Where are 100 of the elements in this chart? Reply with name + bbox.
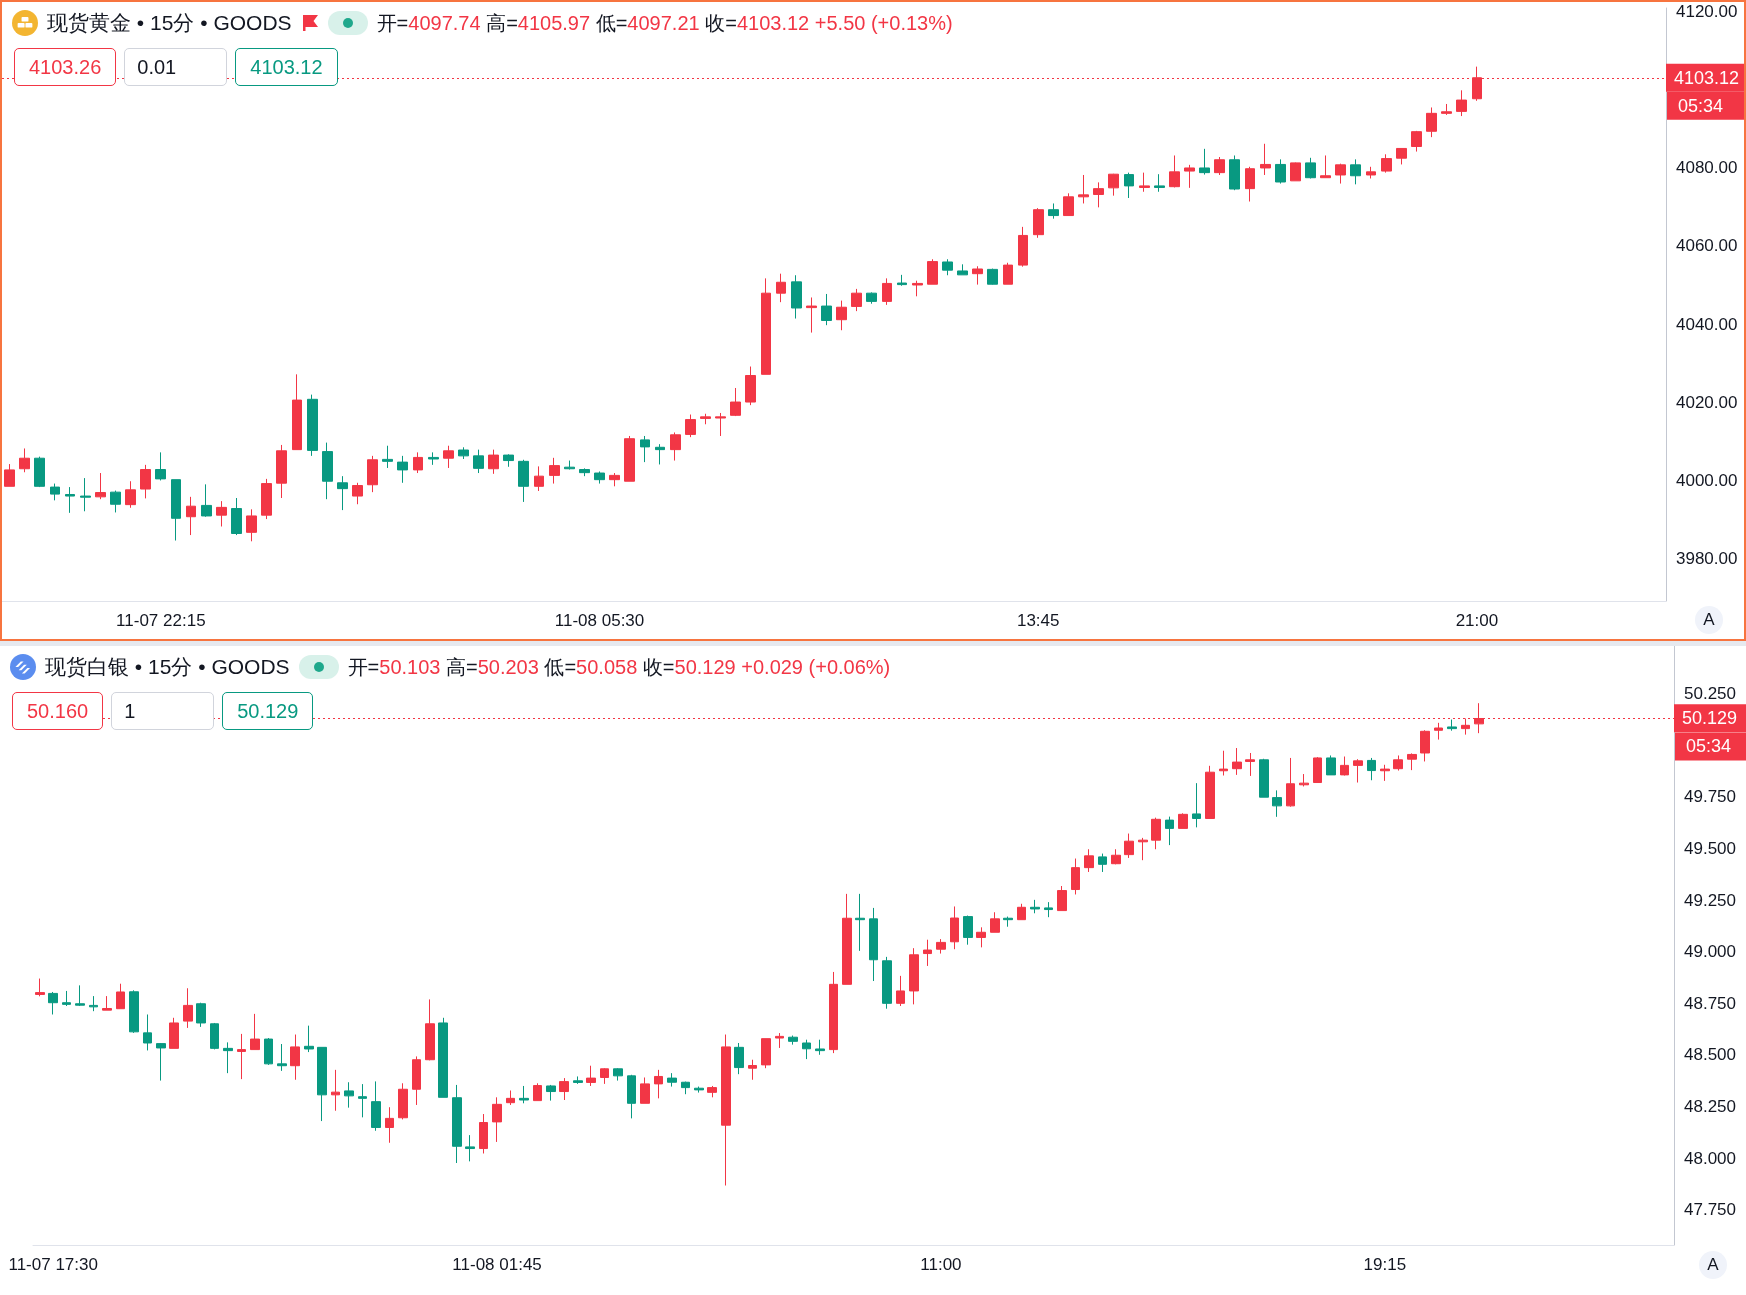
candlestick [210,1022,219,1050]
candlestick [65,486,75,514]
candlestick [627,1074,636,1119]
candlestick [428,451,439,466]
ref-line-label: 4103.12 [1674,67,1740,88]
x-tick-label: 21:00 [1455,611,1499,630]
candlestick [1272,789,1282,818]
price-field: 50.160 [12,692,104,730]
candlestick [322,442,333,500]
candlestick [923,939,932,967]
y-tick-label: 4000.00 [1676,470,1738,490]
annotation: 4103.12 [736,11,810,34]
candlestick [1320,154,1331,179]
candlestick [851,288,862,312]
candlestick [1456,89,1467,117]
candlestick [549,457,560,485]
candlestick [855,893,865,952]
candlestick [397,455,408,484]
candlestick [216,500,227,527]
candlestick [196,1002,206,1028]
candlestick [1313,756,1322,784]
candlestick [1260,143,1271,176]
candlestick [1407,752,1417,771]
candlestick [465,1134,475,1162]
candlestick [50,483,60,501]
candlestick [503,453,514,468]
x-tick-label: 13:45 [1016,611,1060,630]
candlestick [95,472,106,500]
candlestick [443,445,454,469]
candlestick [700,413,711,425]
candlestick [1057,885,1067,912]
candlestick [721,1034,731,1187]
candlestick [1003,262,1013,285]
candlestick [579,467,590,477]
x-tick-label: 19:15 [1363,1255,1407,1274]
candlestick [19,447,30,473]
candlestick [458,446,469,460]
candlestick [223,1041,233,1074]
candlestick [1139,172,1150,193]
candlestick [1447,719,1457,732]
y-tick-label: 50.250 [1684,684,1736,704]
candlestick [304,1025,314,1053]
candlestick [1124,833,1134,859]
candlestick [1178,812,1188,829]
candlestick [1340,756,1349,777]
candlestick [1367,757,1376,781]
candlestick [730,387,741,417]
candlestick [734,1042,744,1075]
y-tick-label: 48.250 [1684,1097,1736,1117]
candlestick [156,1042,166,1082]
candlestick [1426,106,1437,138]
candlestick [1071,858,1080,895]
candlestick [1305,157,1316,179]
y-tick-label: 3980.00 [1676,548,1738,568]
candlestick [1093,181,1104,208]
y-tick-label: 49.500 [1684,838,1736,858]
candlestick [186,496,196,536]
chart-title: 现货白银 • 15分 • GOODS [45,654,290,680]
candlestick [821,293,832,326]
candlestick [609,472,620,487]
candlestick [936,938,946,955]
text: 05:34 [1678,95,1724,116]
price-field: 50.129 [222,692,314,730]
candlestick [1084,848,1094,873]
candlestick [829,971,838,1054]
candlestick [438,1017,448,1098]
candlestick [1205,765,1215,819]
scale-button: A [1699,1251,1727,1279]
candlestick [1184,164,1195,189]
candlestick [927,258,938,285]
x-tick-label: 11-08 05:30 [554,611,645,630]
candlestick [143,1013,152,1051]
y-tick-label: 48.500 [1684,1045,1736,1065]
candlestick [102,995,112,1011]
candlestick [290,1034,300,1081]
price-field: 4103.12 [235,48,338,86]
candlestick [169,1017,179,1049]
candlestick [398,1082,408,1120]
candlestick [987,268,998,286]
candlestick [1350,158,1361,185]
candlestick [1434,722,1443,741]
y-tick-label: 48.000 [1684,1148,1736,1168]
x-tick-label: 11:00 [920,1255,962,1274]
quantity-field: 1 [111,692,215,730]
candlestick [452,1084,462,1164]
candlestick [594,470,605,485]
candlestick [1245,752,1255,777]
candlestick [89,995,98,1012]
candlestick [815,1039,825,1056]
candlestick [129,989,139,1034]
candlestick [1275,158,1286,185]
candlestick [1192,782,1201,828]
x-tick-label: 11-08 01:45 [452,1255,542,1274]
candlestick [1044,901,1053,918]
candlestick [1111,848,1121,865]
candlestick [681,1081,690,1095]
candlestick [231,497,242,536]
candlestick [1165,816,1174,846]
candlestick [80,477,91,512]
candlestick [897,274,907,287]
